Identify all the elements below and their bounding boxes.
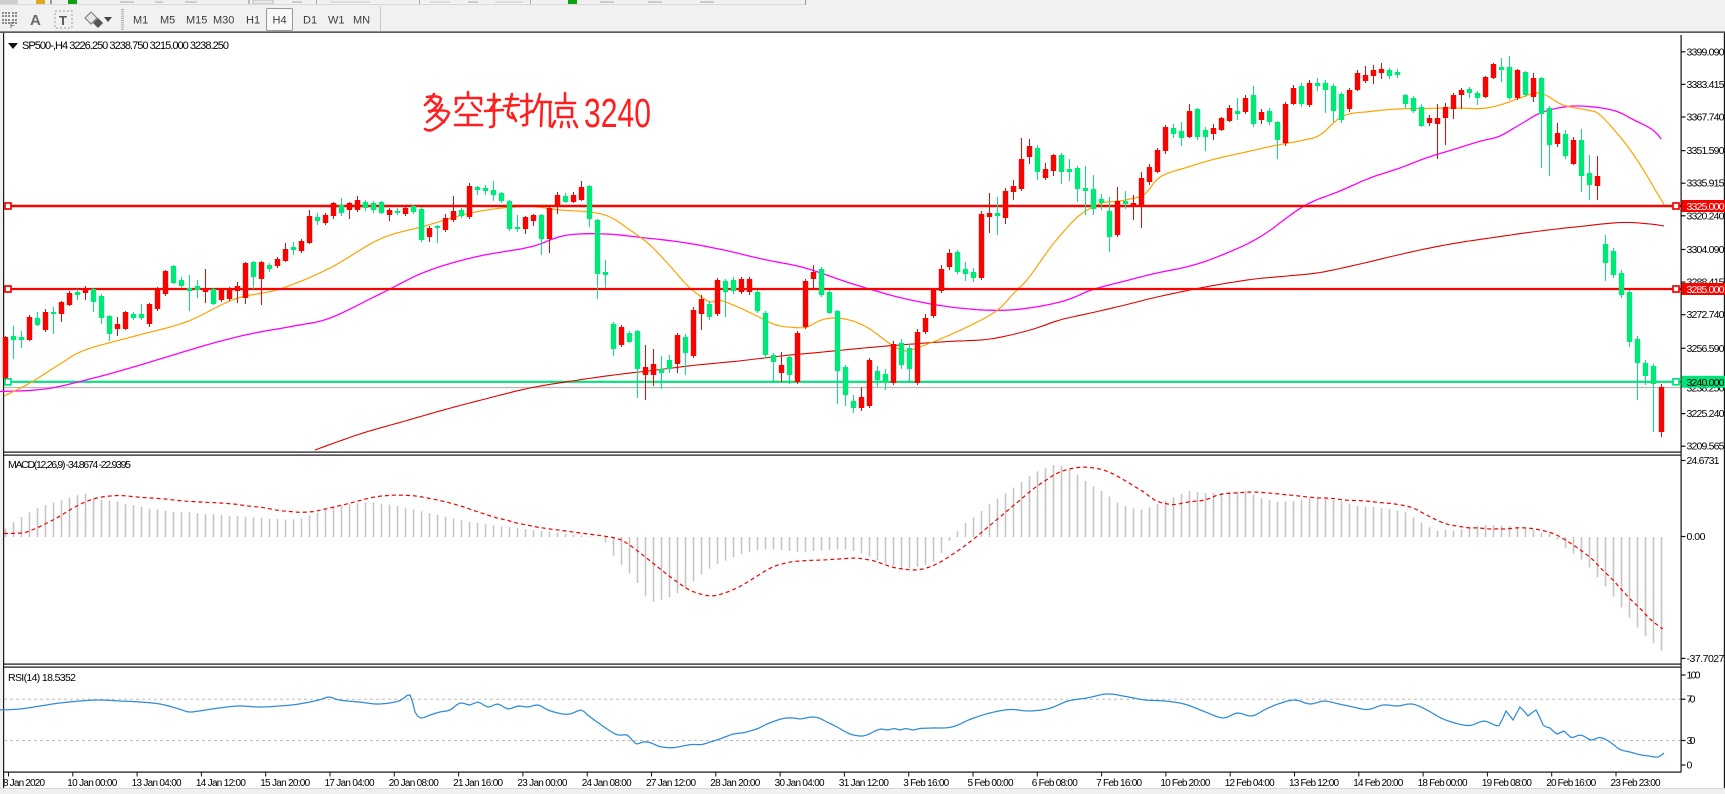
svg-text:M5: M5 [160,15,175,27]
svg-text:RSI(14) 18.5352: RSI(14) 18.5352 [8,672,76,684]
svg-text:13 Jan 04:00: 13 Jan 04:00 [132,778,182,789]
svg-text:100: 100 [1687,670,1701,682]
svg-text:3272.740: 3272.740 [1687,309,1725,321]
svg-text:3 Feb 16:00: 3 Feb 16:00 [903,778,949,789]
svg-text:3304.090: 3304.090 [1687,244,1725,256]
svg-text:A: A [30,12,41,29]
svg-text:3209.565: 3209.565 [1687,441,1725,453]
svg-text:23 Feb 23:00: 23 Feb 23:00 [1611,778,1661,789]
svg-text:3256.590: 3256.590 [1687,343,1725,355]
svg-text:0.00: 0.00 [1687,531,1706,543]
svg-text:H1: H1 [246,15,260,27]
svg-text:19 Feb 08:00: 19 Feb 08:00 [1482,778,1532,789]
svg-text:T: T [59,13,67,28]
svg-text:3240.000: 3240.000 [1687,377,1725,389]
svg-text:14 Feb 20:00: 14 Feb 20:00 [1353,778,1403,789]
svg-text:3399.090: 3399.090 [1687,46,1725,58]
svg-text:3351.590: 3351.590 [1687,145,1725,157]
svg-text:F: F [10,21,15,30]
svg-text:20 Jan 08:00: 20 Jan 08:00 [389,778,439,789]
svg-text:24 Jan 08:00: 24 Jan 08:00 [582,778,632,789]
svg-text:-37.7027: -37.7027 [1687,653,1725,665]
svg-text:3383.415: 3383.415 [1687,79,1725,91]
svg-text:M15: M15 [186,15,207,27]
svg-text:MACD(12,26,9) -34.8674 -22.939: MACD(12,26,9) -34.8674 -22.9395 [8,459,131,471]
svg-text:3285.000: 3285.000 [1687,284,1725,296]
svg-text:MN: MN [353,15,370,27]
svg-text:H4: H4 [273,15,287,27]
svg-text:3240: 3240 [584,90,651,136]
svg-text:3225.240: 3225.240 [1687,408,1725,420]
svg-text:14 Jan 12:00: 14 Jan 12:00 [196,778,246,789]
svg-text:8 Jan 2020: 8 Jan 2020 [3,778,45,789]
svg-text:10 Jan 00:00: 10 Jan 00:00 [67,778,117,789]
svg-text:23 Jan 00:00: 23 Jan 00:00 [517,778,567,789]
svg-text:28 Jan 20:00: 28 Jan 20:00 [710,778,760,789]
svg-text:7 Feb 16:00: 7 Feb 16:00 [1096,778,1142,789]
svg-text:21 Jan 16:00: 21 Jan 16:00 [453,778,503,789]
svg-text:27 Jan 12:00: 27 Jan 12:00 [646,778,696,789]
svg-text:24.6731: 24.6731 [1687,455,1720,467]
svg-text:M1: M1 [133,15,148,27]
svg-text:10 Feb 20:00: 10 Feb 20:00 [1160,778,1210,789]
svg-text:5 Feb 00:00: 5 Feb 00:00 [968,778,1014,789]
svg-text:31 Jan 12:00: 31 Jan 12:00 [839,778,889,789]
svg-text:17 Jan 04:00: 17 Jan 04:00 [325,778,375,789]
svg-text:30: 30 [1687,735,1696,747]
svg-text:15 Jan 20:00: 15 Jan 20:00 [260,778,310,789]
svg-text:M30: M30 [213,15,234,27]
svg-text:SP500-,H4 3226.250 3238.750 3: SP500-,H4 3226.250 3238.750 3215.000 323… [22,40,229,52]
svg-text:20 Feb 16:00: 20 Feb 16:00 [1546,778,1596,789]
svg-text:W1: W1 [328,15,345,27]
svg-text:3320.240: 3320.240 [1687,210,1725,222]
svg-text:30 Jan 04:00: 30 Jan 04:00 [775,778,825,789]
svg-text:70: 70 [1687,694,1696,706]
svg-text:3335.915: 3335.915 [1687,178,1725,190]
svg-text:0: 0 [1687,760,1693,772]
svg-text:D1: D1 [303,15,317,27]
svg-text:12 Feb 04:00: 12 Feb 04:00 [1225,778,1275,789]
svg-text:3325.000: 3325.000 [1687,201,1725,213]
svg-text:3367.740: 3367.740 [1687,112,1725,124]
svg-text:13 Feb 12:00: 13 Feb 12:00 [1289,778,1339,789]
svg-text:18 Feb 00:00: 18 Feb 00:00 [1418,778,1468,789]
svg-text:6 Feb 08:00: 6 Feb 08:00 [1032,778,1078,789]
